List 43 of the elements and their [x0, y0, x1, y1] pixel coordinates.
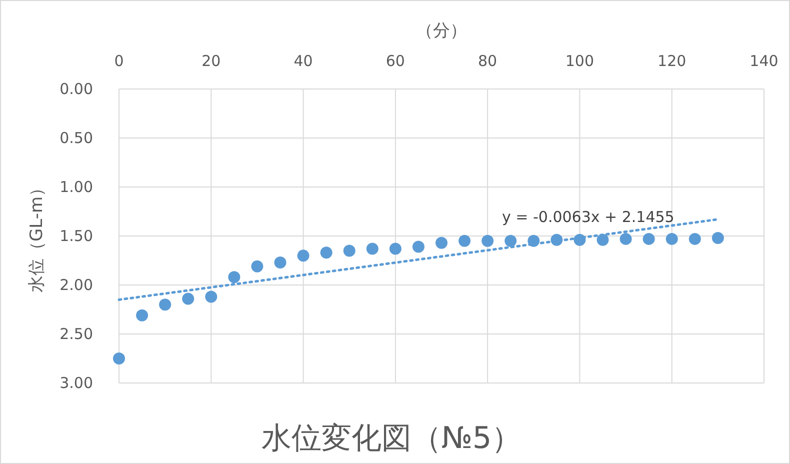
annotation: y = -0.0063x + 2.1455 [502, 208, 674, 226]
x-tick-label: 40 [294, 52, 313, 70]
y-tick-label: 1.00 [60, 178, 93, 196]
point [412, 240, 424, 253]
point [482, 234, 494, 247]
point [458, 234, 471, 247]
y-tick-label: 0.50 [60, 129, 93, 147]
point [205, 290, 218, 303]
x-tick-label: 140 [750, 52, 778, 70]
point [620, 232, 632, 245]
x-axis-title: （分） [416, 21, 467, 41]
y-axis-title: 水位（GL-m） [27, 179, 47, 293]
point [688, 232, 701, 245]
point [274, 256, 286, 268]
y-tick-label: 0.00 [60, 80, 93, 98]
x-tick-label: 120 [658, 52, 686, 70]
x-tick-label: 20 [202, 52, 221, 70]
point [159, 298, 172, 311]
x-tick-label: 80 [478, 52, 498, 70]
x-tick-label: 0 [114, 52, 124, 70]
y-tick-label: 3.00 [60, 374, 93, 392]
point [113, 352, 125, 364]
point [436, 236, 448, 249]
point [389, 242, 402, 255]
y-tick-label: 2.00 [60, 276, 93, 294]
x-tick-label: 60 [386, 52, 405, 70]
y-tick-label: 2.50 [60, 325, 93, 343]
text: 水位変化図（№5） [261, 421, 522, 456]
point [504, 234, 517, 247]
point [712, 232, 724, 244]
point [136, 309, 148, 322]
point [596, 234, 609, 246]
y-tick-label: 1.50 [60, 227, 93, 245]
point [297, 250, 310, 262]
point [251, 260, 264, 272]
point [182, 292, 194, 305]
point [366, 242, 378, 255]
x-tick-label: 100 [565, 52, 594, 70]
point [666, 232, 678, 245]
point [642, 232, 655, 245]
point [228, 271, 240, 284]
point [320, 246, 332, 259]
point [343, 244, 356, 257]
